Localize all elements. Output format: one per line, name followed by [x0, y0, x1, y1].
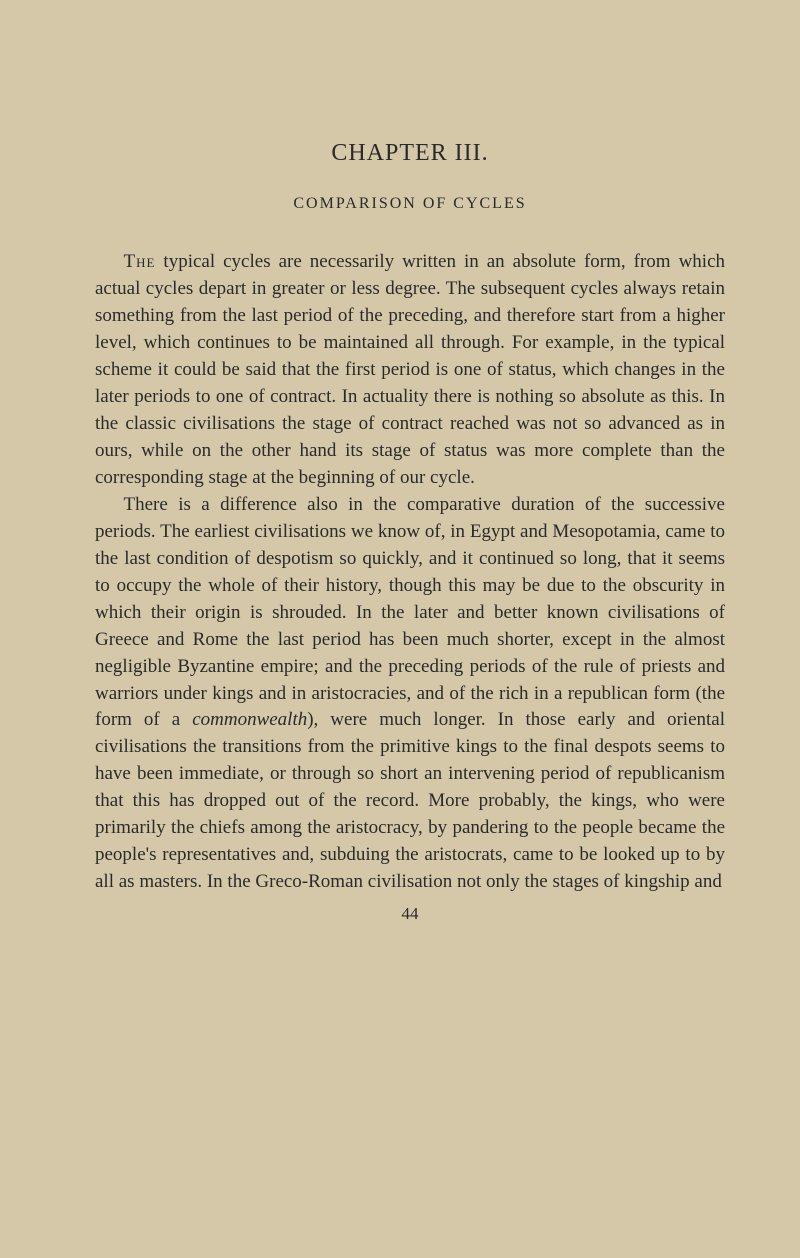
paragraph-lead-word: The	[124, 251, 156, 272]
paragraph-2-text-b: ), were much longer. In those early and …	[95, 709, 725, 892]
paragraph-2-italic: commonwealth	[192, 709, 307, 730]
page-number: 44	[95, 904, 725, 924]
paragraph-1: The typical cycles are necessarily writt…	[95, 249, 725, 492]
paragraph-2: There is a difference also in the compar…	[95, 492, 725, 897]
paragraph-1-text: typical cycles are necessarily written i…	[95, 251, 725, 488]
paragraph-2-text-a: There is a difference also in the compar…	[95, 494, 725, 731]
body-text: The typical cycles are necessarily writt…	[95, 249, 725, 896]
chapter-title: CHAPTER III.	[95, 140, 725, 167]
chapter-subtitle: COMPARISON OF CYCLES	[95, 195, 725, 213]
